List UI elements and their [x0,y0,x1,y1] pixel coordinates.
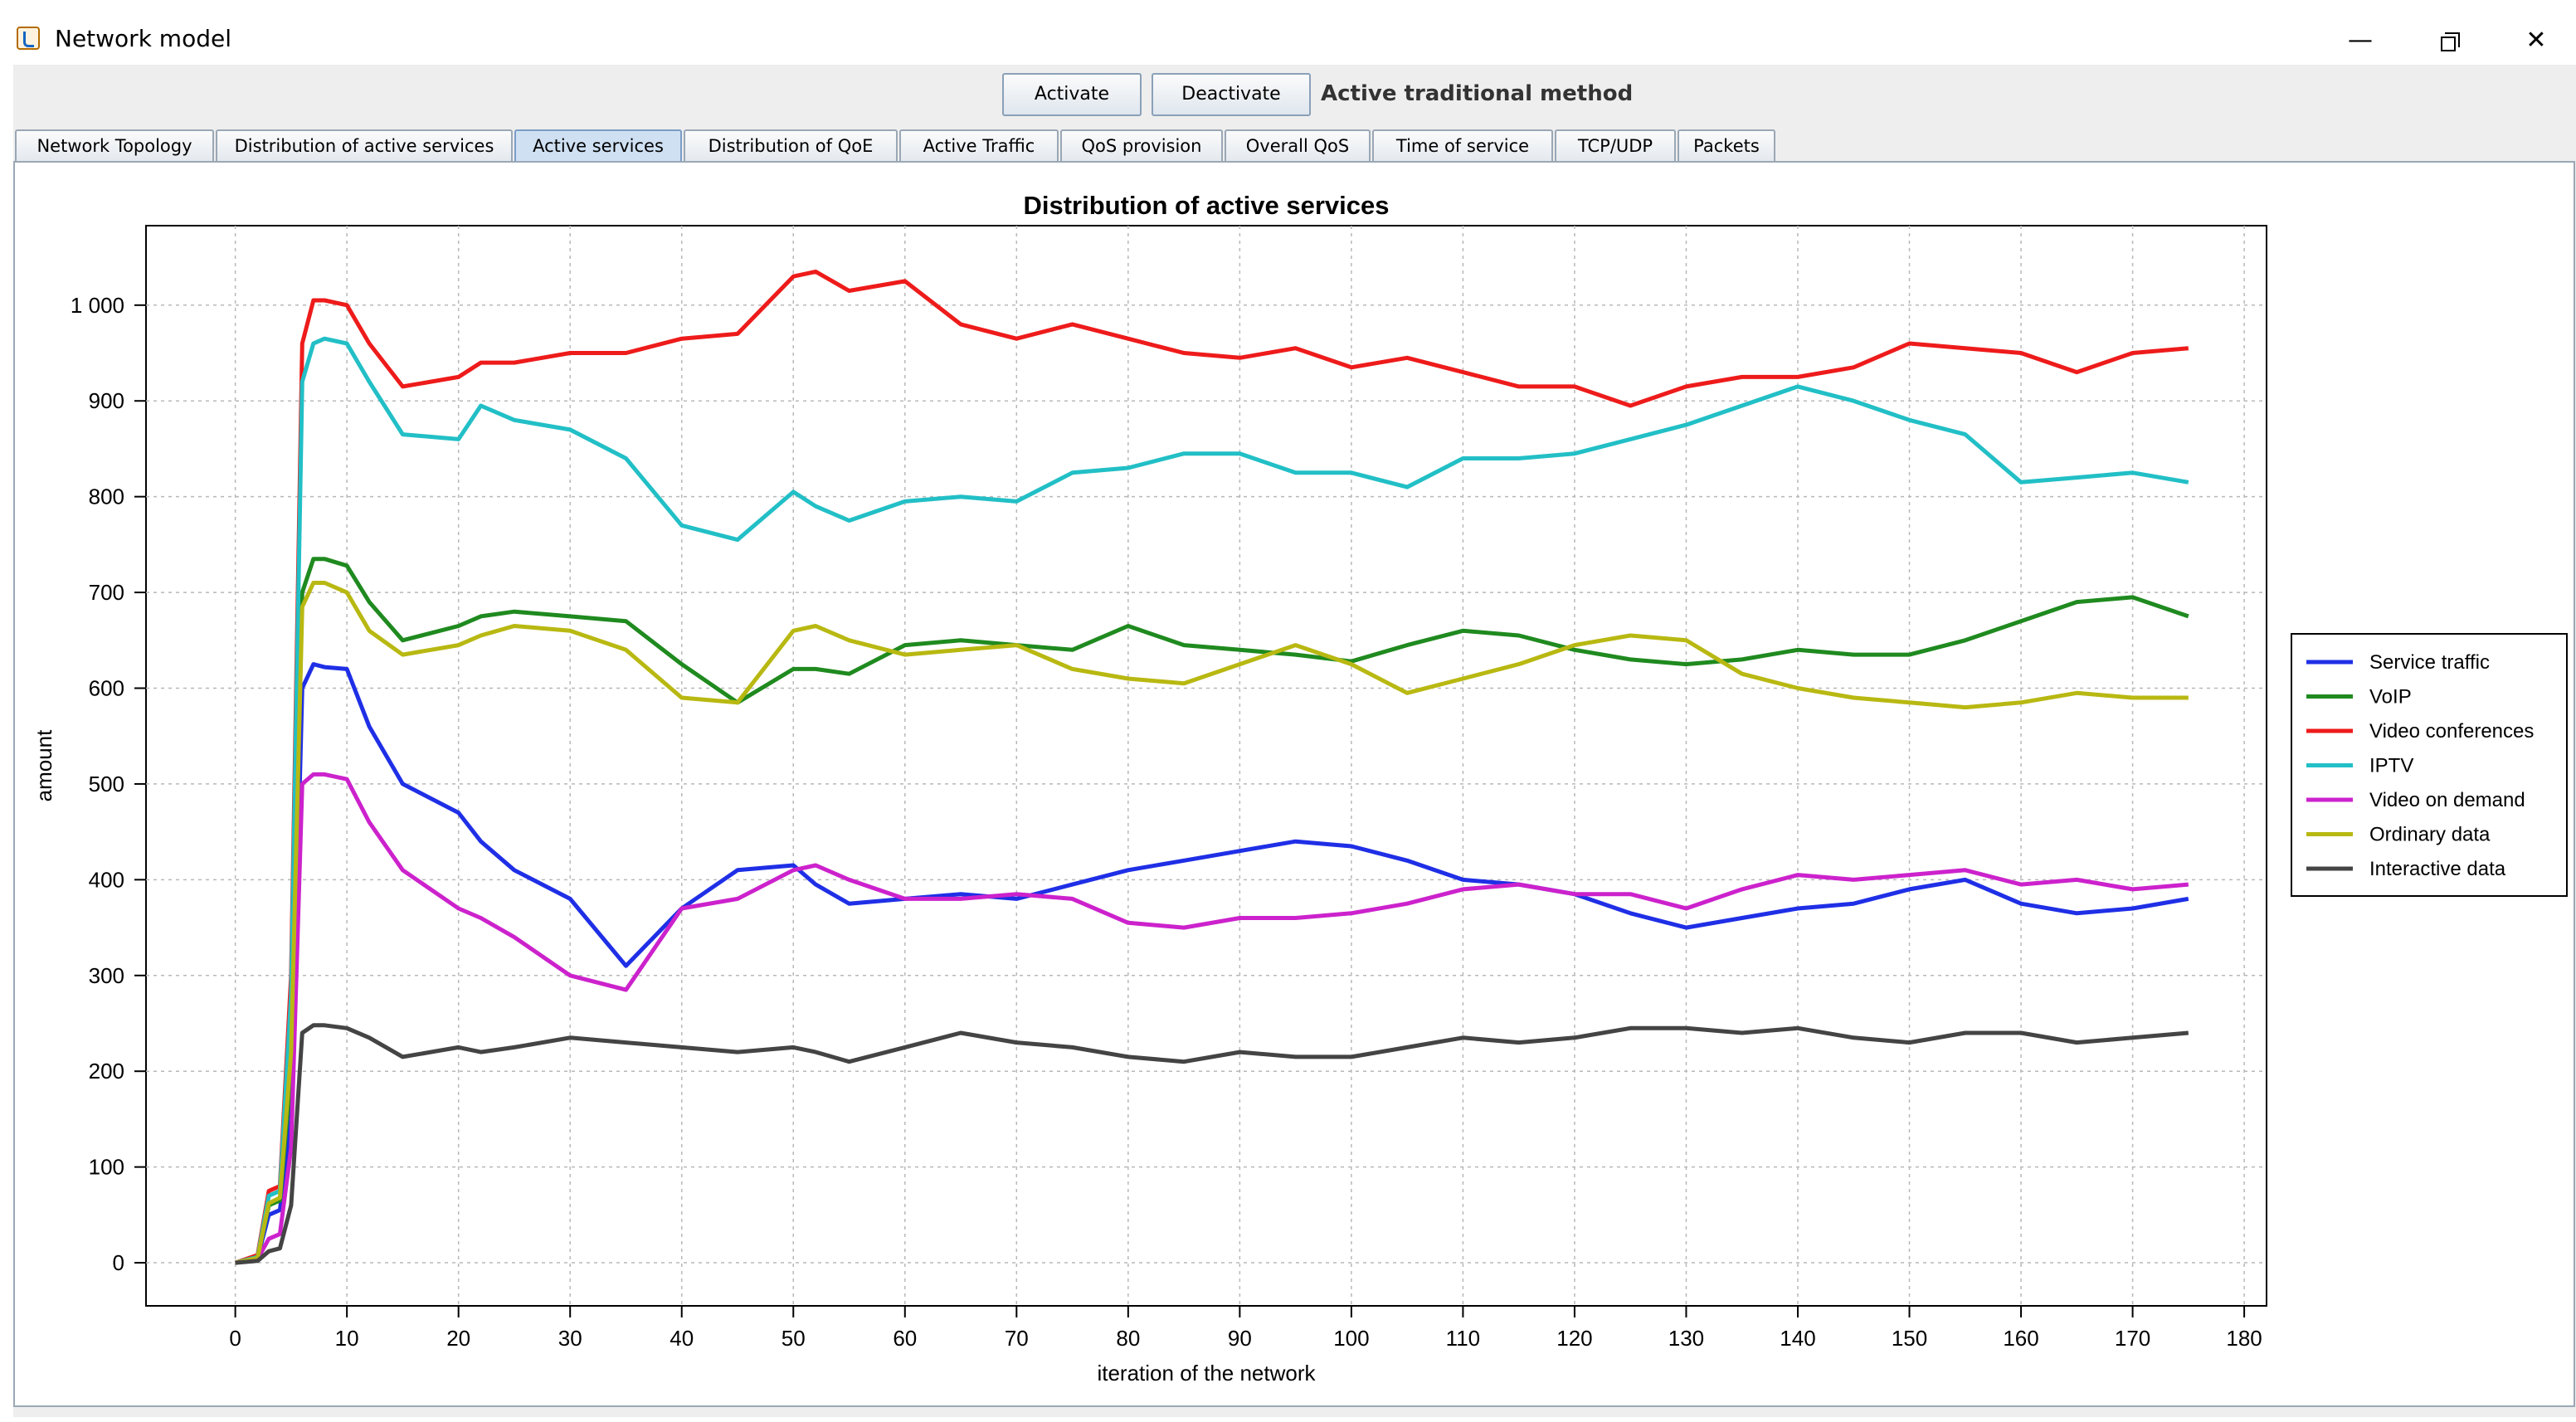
x-tick-label: 130 [1668,1326,1704,1351]
restore-icon[interactable] [2411,17,2486,65]
legend-label-video-on-demand: Video on demand [2369,789,2525,811]
deactivate-button[interactable]: Deactivate [1152,73,1311,116]
legend-label-interactive-data: Interactive data [2369,858,2506,880]
chart-title: Distribution of active services [1023,191,1389,220]
legend-label-video-conferences: Video conferences [2369,720,2534,743]
y-tick-label: 700 [89,580,124,605]
y-tick-label: 900 [89,388,124,413]
chart-legend: Service traffic VoIP Video conferences IPTV… [2291,633,2568,897]
y-tick-label: 500 [89,772,124,796]
series-line-voip [235,557,2189,1265]
plot-area [145,225,2267,1307]
y-tick-label: 600 [89,676,124,701]
java-app-icon [17,27,40,50]
legend-label-ordinary-data: Ordinary data [2369,824,2491,846]
y-axis-ticks: 0 100 200 300 400 500 600 700 800 900 1 000 [71,293,146,1275]
x-tick-label: 140 [1780,1326,1815,1351]
y-tick-label: 200 [89,1059,124,1084]
x-tick-label: 110 [1446,1326,1480,1351]
tab-distribution-of-active-services[interactable]: Distribution of active services [216,129,513,161]
window-title: Network model [55,25,231,52]
x-tick-label: 20 [446,1326,470,1351]
tab-active-traffic[interactable]: Active Traffic [899,129,1059,161]
y-tick-label: 800 [89,485,124,509]
x-tick-label: 180 [2226,1326,2262,1351]
x-tick-label: 30 [558,1326,582,1351]
y-tick-label: 400 [89,867,124,892]
grid-lines [146,226,2267,1306]
window-title-bar: Network model — ✕ [0,0,2576,65]
tab-active-services[interactable]: Active services [514,129,682,161]
legend-label-iptv: IPTV [2369,755,2413,777]
series-lines [234,269,2189,1265]
legend-label-service-traffic: Service traffic [2369,651,2490,674]
x-tick-label: 100 [1333,1326,1369,1351]
x-tick-label: 160 [2003,1326,2038,1351]
x-axis-label: iteration of the network [1097,1361,1316,1385]
x-tick-label: 120 [1556,1326,1592,1351]
tab-qos-provision[interactable]: QoS provision [1060,129,1223,161]
x-tick-label: 0 [229,1326,241,1351]
legend-label-voip: VoIP [2369,686,2412,709]
tab-tcp-udp[interactable]: TCP/UDP [1555,129,1676,161]
x-tick-label: 10 [335,1326,359,1351]
x-axis-ticks: 0 10 20 30 40 50 60 70 80 90 100 110 120 130 140 150 160… [229,1306,2262,1351]
tab-packets[interactable]: Packets [1678,129,1775,161]
minimize-icon[interactable]: — [2348,26,2373,55]
method-status-label: Active traditional method [1321,81,1634,106]
x-tick-label: 90 [1228,1326,1252,1351]
close-icon[interactable]: ✕ [2525,26,2547,55]
tab-overall-qos[interactable]: Overall QoS [1225,129,1371,161]
y-tick-label: 100 [89,1155,124,1180]
y-tick-label: 1 000 [71,293,124,318]
tab-time-of-service[interactable]: Time of service [1372,129,1553,161]
series-line-interactive-data [235,1023,2189,1265]
series-line-iptv [234,336,2189,1265]
x-tick-label: 60 [893,1326,917,1351]
x-tick-label: 170 [2115,1326,2150,1351]
tab-distribution-of-qoe[interactable]: Distribution of QoE [684,129,898,161]
series-line-service-traffic [235,662,2189,1265]
x-tick-label: 80 [1116,1326,1140,1351]
y-axis-label: amount [32,729,56,801]
x-tick-label: 50 [782,1326,806,1351]
x-tick-label: 150 [1892,1326,1927,1351]
y-tick-label: 0 [113,1250,124,1275]
series-line-ordinary-data [235,581,2189,1265]
series-line-video-on-demand [235,772,2189,1265]
x-tick-label: 40 [670,1326,694,1351]
activate-button[interactable]: Activate [1002,73,1142,116]
x-tick-label: 70 [1005,1326,1029,1351]
series-line-video-conferences [234,269,2189,1265]
tab-network-topology[interactable]: Network Topology [15,129,214,161]
y-tick-label: 300 [89,963,124,988]
